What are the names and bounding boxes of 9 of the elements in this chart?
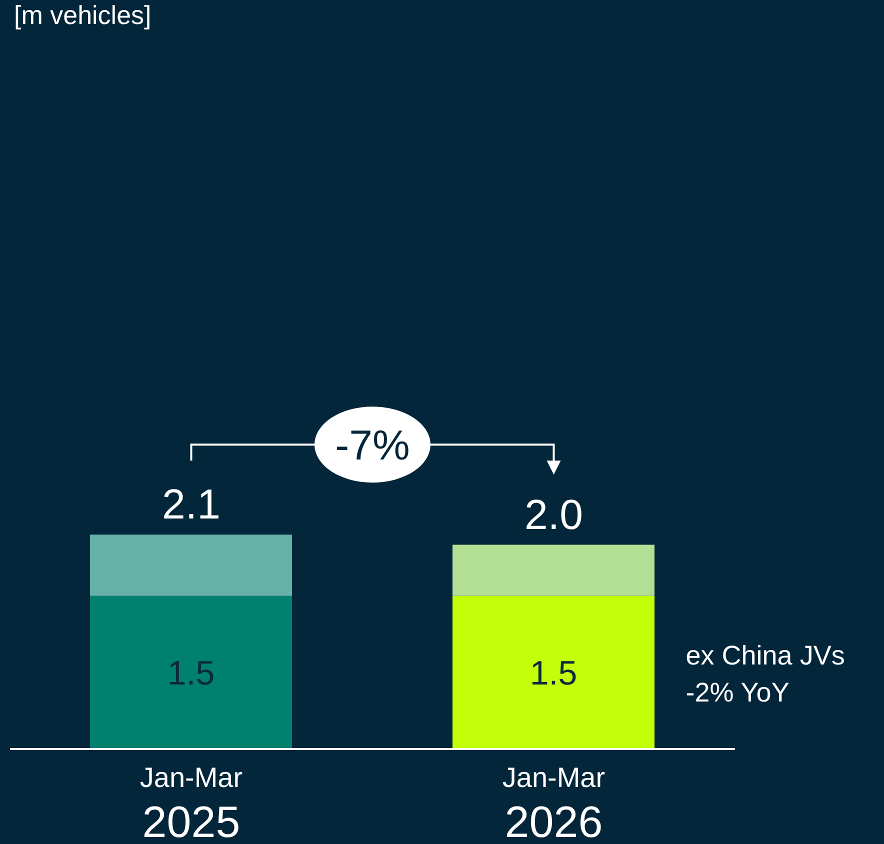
chart-subtitle: [m vehicles] xyxy=(14,0,152,30)
total-label: 2.1 xyxy=(162,480,220,528)
x-tick-label: Jan-Mar 2026 xyxy=(502,762,606,844)
total-label: 2.0 xyxy=(524,490,583,538)
data-label: 1.5 xyxy=(530,654,578,692)
text: -7% xyxy=(335,422,410,469)
annotation: ex China JVs -2% YoY xyxy=(686,640,845,708)
x-tick-label: Jan-Mar 2025 xyxy=(140,762,243,844)
data-label: 1.5 xyxy=(167,654,215,692)
